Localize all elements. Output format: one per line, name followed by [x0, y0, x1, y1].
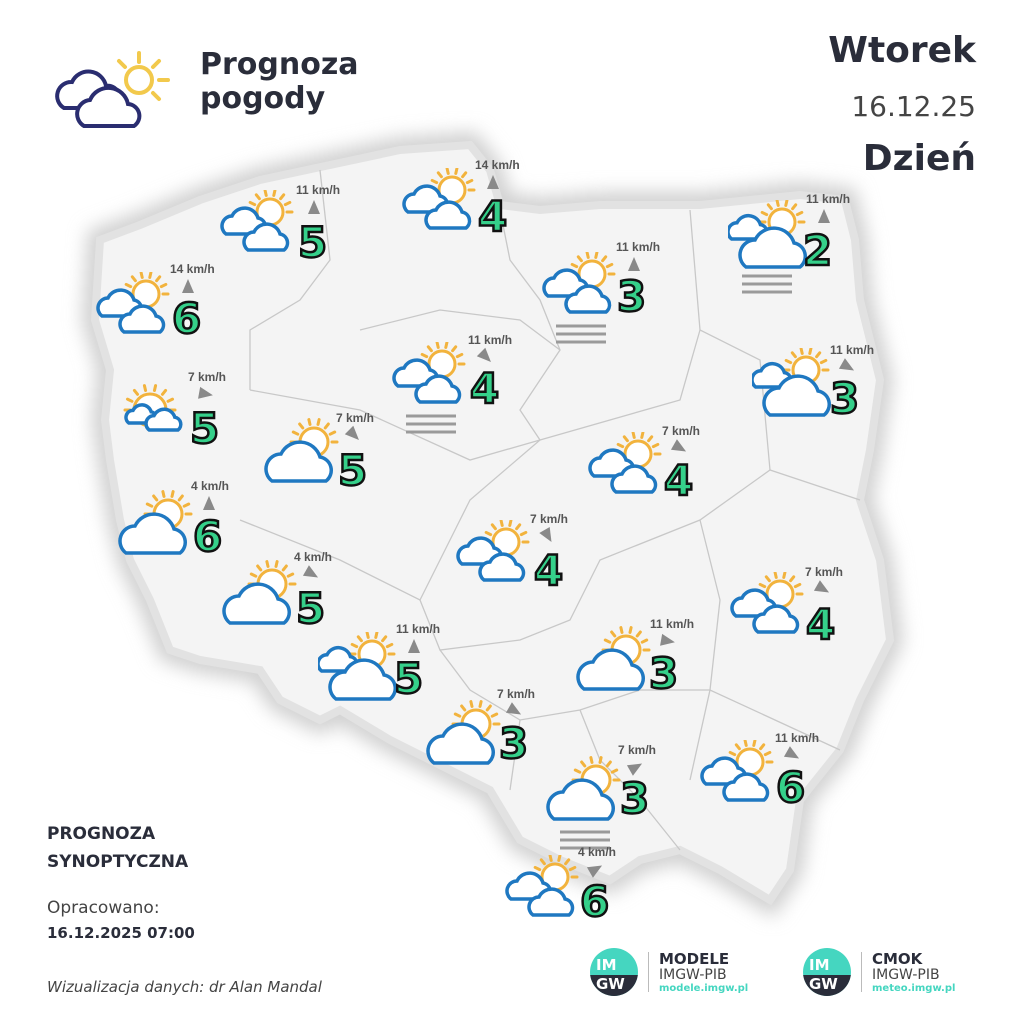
wind-speed-label: 11 km/h — [650, 617, 695, 631]
temperature-value: 4 — [663, 456, 695, 505]
wind-speed-label: 7 km/h — [805, 565, 844, 579]
cloud-sun-icon — [264, 418, 359, 522]
prepared-label: Opracowano: — [47, 898, 160, 918]
wind-direction-arrow-icon — [487, 175, 499, 189]
temperature-value: 4 — [477, 192, 509, 241]
sun-small-clouds-icon — [118, 378, 213, 482]
forecast-type-line-1: PROGNOZA — [47, 824, 156, 844]
brand-org: IMGW-PIB — [659, 966, 727, 983]
two-clouds-sun-icon — [402, 167, 497, 272]
temperature-value: 4 — [533, 546, 565, 595]
big-cloud-sun-icon — [750, 347, 847, 452]
temperature-value: 3 — [498, 719, 530, 768]
wind-direction-arrow-icon — [408, 639, 420, 653]
two-clouds-sun-icon — [96, 271, 191, 376]
title-line-1: Prognoza — [200, 47, 359, 82]
imgw-logo: IM GW — [590, 948, 638, 996]
forecast-day: Wtorek — [828, 30, 976, 71]
big-cloud-sun-fog-icon — [726, 199, 823, 304]
cloud-sun-icon — [118, 490, 213, 594]
two-clouds-sun-icon — [700, 739, 795, 844]
wind-speed-label: 14 km/h — [170, 262, 215, 276]
title-line-2: pogody — [200, 81, 326, 116]
big-cloud-sun-icon — [316, 631, 413, 736]
forecast-type-line-2: SYNOPTYCZNA — [47, 852, 189, 872]
wind-direction-arrow-icon — [660, 633, 676, 649]
wind-direction-arrow-icon — [818, 209, 830, 223]
wind-speed-label: 7 km/h — [336, 411, 375, 425]
brand-url[interactable]: modele.imgw.pl — [659, 982, 749, 994]
temperature-value: 3 — [829, 374, 861, 423]
poland-outline — [90, 140, 895, 906]
brand-modele[interactable]: IM GW MODELE IMGW-PIB modele.imgw.pl — [590, 948, 748, 996]
wind-speed-label: 7 km/h — [497, 687, 536, 701]
brand-divider — [648, 952, 649, 992]
cloud-sun-fog-icon — [546, 756, 641, 860]
two-clouds-sun-icon — [220, 189, 315, 294]
temperature-value: 5 — [297, 218, 329, 267]
cloud-sun-icon — [576, 626, 671, 730]
wind-direction-arrow-icon — [628, 257, 640, 271]
wind-speed-label: 11 km/h — [468, 333, 513, 347]
wind-direction-arrow-icon — [308, 200, 320, 214]
wind-speed-label: 11 km/h — [775, 731, 820, 745]
cloud-sun-icon — [426, 700, 521, 804]
two-clouds-sun-icon — [456, 519, 551, 624]
wind-speed-label: 11 km/h — [296, 183, 341, 197]
imgw-logo: IM GW — [803, 948, 851, 996]
wind-direction-arrow-icon — [182, 279, 194, 293]
credit-text: Wizualizacja danych: dr Alan Mandal — [47, 978, 322, 996]
prepared-value: 16.12.2025 07:00 — [47, 924, 195, 942]
two-clouds-sun-icon — [505, 854, 600, 959]
temperature-value: 4 — [805, 600, 837, 649]
wind-speed-label: 11 km/h — [616, 240, 661, 254]
two-clouds-sun-icon — [588, 431, 683, 536]
two-clouds-sun-fog-icon — [542, 251, 637, 356]
forecast-period: Dzień — [862, 138, 976, 179]
two-clouds-sun-icon — [730, 571, 825, 676]
two-clouds-sun-fog-icon — [392, 341, 487, 446]
wind-speed-label: 4 km/h — [294, 550, 333, 564]
brand-name: CMOK — [872, 949, 923, 968]
temperature-value: 3 — [648, 649, 680, 698]
wind-speed-label: 11 km/h — [830, 343, 875, 357]
temperature-value: 3 — [619, 774, 651, 823]
brand-url[interactable]: meteo.imgw.pl — [872, 982, 956, 994]
temperature-value: 6 — [579, 877, 611, 926]
brand-cmok[interactable]: IM GW CMOK IMGW-PIB meteo.imgw.pl — [803, 948, 955, 996]
brand-divider — [861, 952, 862, 992]
temperature-value: 5 — [189, 404, 221, 453]
wind-speed-label: 7 km/h — [188, 370, 227, 384]
temperature-value: 5 — [337, 446, 369, 495]
wind-speed-label: 14 km/h — [475, 158, 520, 172]
temperature-value: 4 — [469, 364, 501, 413]
wind-direction-arrow-icon — [198, 386, 214, 402]
wind-speed-label: 4 km/h — [578, 845, 617, 859]
temperature-value: 3 — [616, 272, 648, 321]
temperature-value: 5 — [393, 654, 425, 703]
wind-speed-label: 11 km/h — [396, 622, 441, 636]
wind-speed-label: 11 km/h — [806, 192, 851, 206]
page-title: Prognoza pogody — [200, 48, 359, 116]
wind-speed-label: 7 km/h — [530, 512, 569, 526]
temperature-value: 5 — [295, 584, 327, 633]
temperature-value: 2 — [802, 226, 834, 275]
wind-speed-label: 7 km/h — [618, 743, 657, 757]
brand-org: IMGW-PIB — [872, 966, 940, 983]
wind-speed-label: 4 km/h — [191, 479, 230, 493]
forecast-type: PROGNOZA SYNOPTYCZNA — [47, 820, 188, 876]
wind-direction-arrow-icon — [203, 496, 215, 510]
temperature-value: 6 — [775, 763, 807, 812]
temperature-value: 6 — [192, 512, 224, 561]
temperature-value: 6 — [171, 294, 203, 343]
partly-cloudy-logo-icon — [44, 48, 174, 137]
wind-speed-label: 7 km/h — [662, 424, 701, 438]
brand-name: MODELE — [659, 949, 730, 968]
cloud-sun-icon — [222, 560, 317, 664]
forecast-date: 16.12.25 — [851, 90, 976, 123]
